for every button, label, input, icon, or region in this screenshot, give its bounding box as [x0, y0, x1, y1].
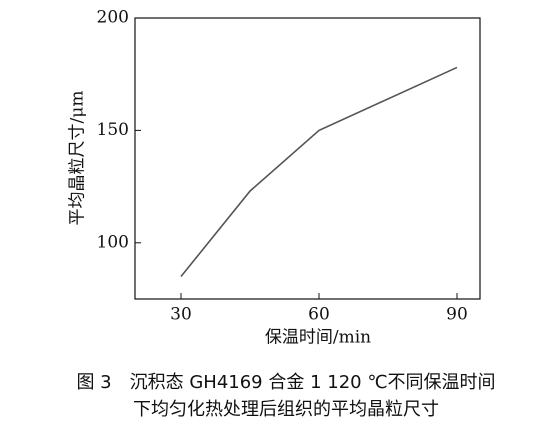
caption-line: 下均匀化热处理后组织的平均晶粒尺寸	[133, 399, 439, 420]
x-tick-label: 30	[170, 305, 192, 325]
caption-line: 图 3 沉积态 GH4169 合金 1 120 ℃不同保温时间	[76, 372, 495, 393]
y-axis-label: 平均晶粒尺寸/μm	[68, 91, 88, 226]
x-tick-label: 90	[446, 305, 468, 325]
y-tick-label: 150	[97, 120, 129, 140]
x-tick-label: 60	[308, 305, 330, 325]
y-tick-label: 100	[97, 232, 129, 252]
y-tick-label: 200	[97, 8, 129, 28]
x-axis-label: 保温时间/min	[265, 328, 371, 348]
plot-frame	[134, 17, 481, 300]
data-line	[180, 66, 458, 278]
